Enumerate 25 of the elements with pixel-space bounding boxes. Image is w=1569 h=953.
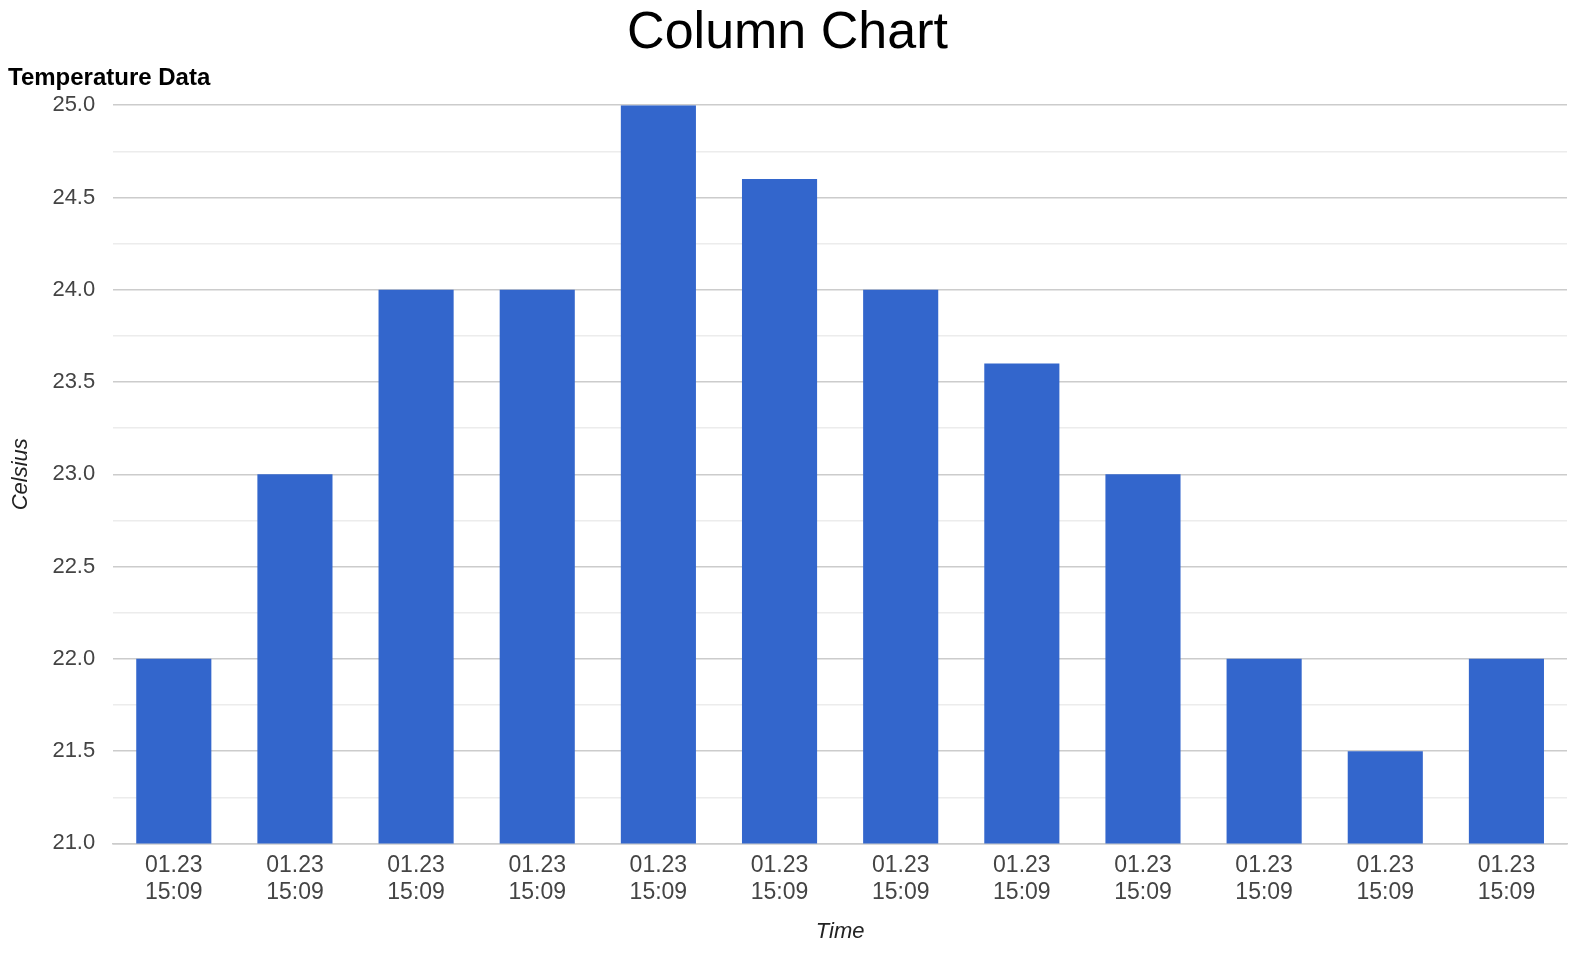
x-tick-label: 01.23 15:09 [750,850,809,905]
x-tick-label: 01.23 15:09 [1477,850,1536,905]
x-tick-label: 01.23 15:09 [508,850,567,905]
y-axis-title: Celsius [7,438,33,511]
y-tick-label: 24.0 [52,275,96,301]
x-axis-title: Time [815,917,865,943]
chart-subtitle: Temperature Data [8,63,211,91]
x-tick-label: 01.23 15:09 [266,850,324,905]
x-tick-label: 01.23 15:09 [1356,850,1415,905]
y-tick-label: 24.5 [52,183,96,209]
x-tick-label: 01.23 15:09 [1114,850,1172,905]
y-tick-label: 22.5 [52,552,96,578]
x-tick-label: 01.23 15:09 [993,850,1051,905]
y-tick-label: 23.5 [52,368,96,394]
x-tick-label: 01.23 15:09 [387,850,445,905]
x-tick-label: 01.23 15:09 [871,850,930,905]
y-tick-label: 22.0 [52,644,96,670]
chart-title: Column Chart [627,0,949,59]
x-tick-label: 01.23 15:09 [629,850,688,905]
x-tick-label: 01.23 15:09 [145,850,203,905]
x-tick-label: 01.23 15:09 [1235,850,1293,905]
y-tick-label: 23.0 [52,460,96,486]
y-tick-label: 25.0 [52,91,96,117]
y-tick-label: 21.5 [52,737,96,763]
y-tick-label: 21.0 [52,829,96,855]
